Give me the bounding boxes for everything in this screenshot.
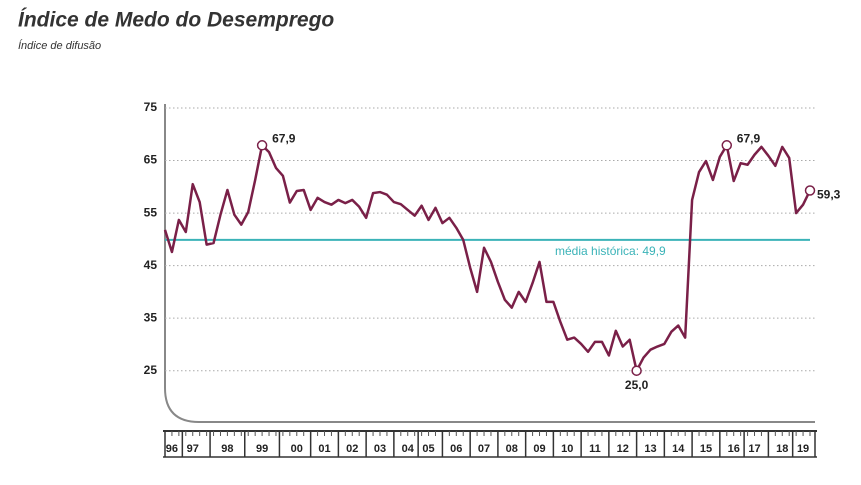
x-tick-label: 06	[450, 443, 462, 455]
highlight-point	[631, 365, 642, 376]
x-tick-label: 04	[402, 443, 415, 455]
x-tick-label: 19	[797, 443, 809, 455]
value-label: 59,3	[817, 188, 841, 202]
x-tick-label: 01	[318, 443, 330, 455]
x-tick-label: 10	[561, 443, 573, 455]
x-tick-label: 17	[748, 443, 760, 455]
y-tick-label: 25	[144, 363, 158, 377]
x-tick-label: 98	[221, 443, 233, 455]
x-tick-label: 15	[700, 443, 712, 455]
y-tick-label: 35	[144, 310, 158, 324]
x-tick-label: 12	[617, 443, 629, 455]
x-tick-label: 03	[374, 443, 386, 455]
x-tick-label: 18	[776, 443, 788, 455]
x-tick-label: 99	[256, 443, 268, 455]
value-label: 25,0	[625, 378, 649, 392]
axis-curve	[164, 104, 815, 423]
chart-title: Índice de Medo do Desemprego	[18, 9, 334, 32]
highlight-point	[721, 140, 733, 151]
value-label: 67,9	[272, 131, 296, 145]
value-label: 67,9	[737, 131, 761, 145]
x-tick-label: 14	[672, 443, 685, 455]
x-tick-label: 09	[533, 443, 545, 455]
x-tick-label: 96	[166, 443, 178, 455]
y-tick-label: 45	[144, 258, 158, 272]
x-tick-label: 97	[187, 443, 199, 455]
reference-label: média histórica: 49,9	[555, 244, 666, 258]
x-tick-label: 16	[728, 443, 740, 455]
x-tick-label: 08	[506, 443, 518, 455]
chart-subtitle: Índice de difusão	[18, 39, 101, 52]
x-tick-label: 05	[422, 443, 434, 455]
y-tick-label: 55	[144, 205, 158, 219]
line-series	[163, 144, 812, 372]
y-tick-label: 65	[144, 153, 158, 167]
highlight-point	[804, 185, 816, 196]
x-tick-label: 07	[478, 443, 490, 455]
x-tick-label: 13	[644, 443, 656, 455]
x-tick-label: 00	[291, 443, 303, 455]
y-tick-label: 75	[144, 100, 158, 114]
x-tick-label: 02	[346, 443, 358, 455]
x-tick-label: 11	[589, 443, 601, 455]
highlight-point	[256, 140, 268, 151]
